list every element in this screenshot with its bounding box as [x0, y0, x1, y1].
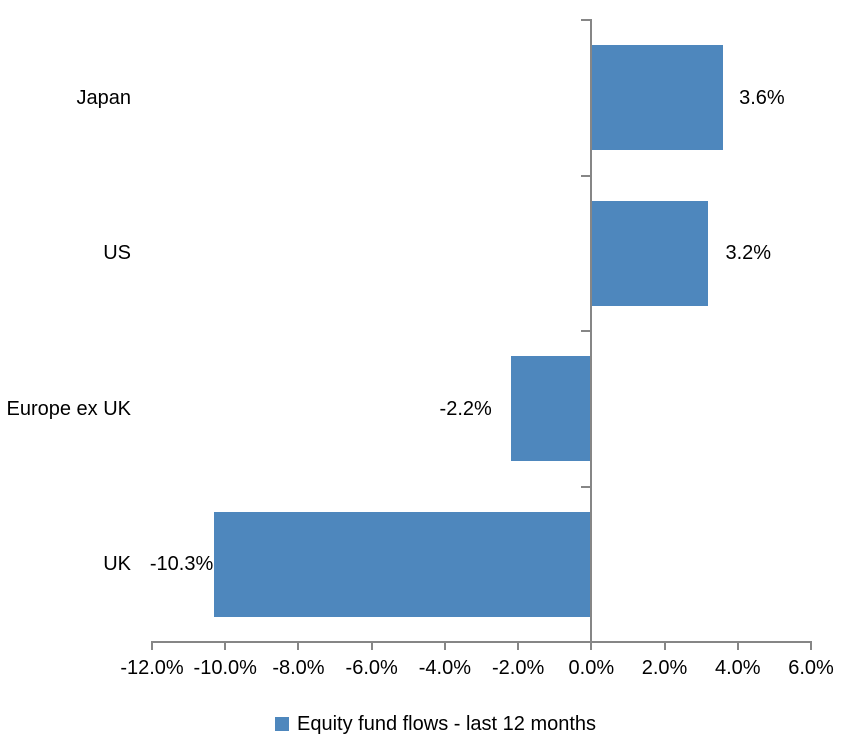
x-axis-tick — [590, 641, 593, 650]
bar-uk — [214, 511, 592, 617]
x-axis-tick — [663, 641, 666, 650]
bar-europe-ex-uk — [510, 356, 592, 462]
value-axis-line — [151, 641, 812, 643]
category-axis-tick — [581, 174, 591, 177]
category-label-uk: UK — [103, 553, 131, 576]
legend-marker-icon — [275, 717, 289, 731]
category-label-europe-ex-uk: Europe ex UK — [6, 397, 131, 420]
category-axis-line — [590, 19, 593, 643]
x-axis-tick — [736, 641, 739, 650]
x-axis-tick — [517, 641, 520, 650]
category-label-us: US — [103, 242, 131, 265]
x-tick-label: -10.0% — [193, 657, 257, 679]
category-axis-tick — [581, 19, 591, 21]
category-axis-tick — [581, 485, 591, 488]
x-axis-tick — [810, 641, 812, 650]
data-label-europe-ex-uk: -2.2% — [439, 397, 492, 420]
x-tick-label: 2.0% — [641, 657, 688, 679]
legend-label: Equity fund flows - last 12 months — [297, 713, 597, 735]
data-label-japan: 3.6% — [739, 86, 785, 109]
x-axis-tick — [224, 641, 227, 650]
category-label-japan: Japan — [76, 86, 132, 109]
x-axis-tick — [443, 641, 446, 650]
x-tick-label: 4.0% — [714, 657, 761, 679]
x-tick-label: -2.0% — [491, 657, 545, 679]
x-axis-tick — [370, 641, 373, 650]
bar-us — [591, 200, 709, 306]
data-label-uk: -10.3% — [149, 553, 214, 576]
x-tick-label: -4.0% — [418, 657, 471, 679]
category-axis-tick — [581, 330, 591, 332]
x-tick-label: -12.0% — [120, 657, 184, 679]
x-tick-label: -6.0% — [345, 657, 398, 679]
data-label-us: 3.2% — [725, 242, 772, 265]
x-axis-tick — [151, 641, 153, 650]
x-tick-label: -8.0% — [272, 657, 325, 679]
legend: Equity fund flows - last 12 months — [275, 711, 596, 737]
bar-japan — [591, 45, 724, 151]
x-tick-label: 0.0% — [568, 657, 615, 679]
x-axis-tick — [297, 641, 300, 650]
x-tick-label: 6.0% — [788, 657, 834, 679]
